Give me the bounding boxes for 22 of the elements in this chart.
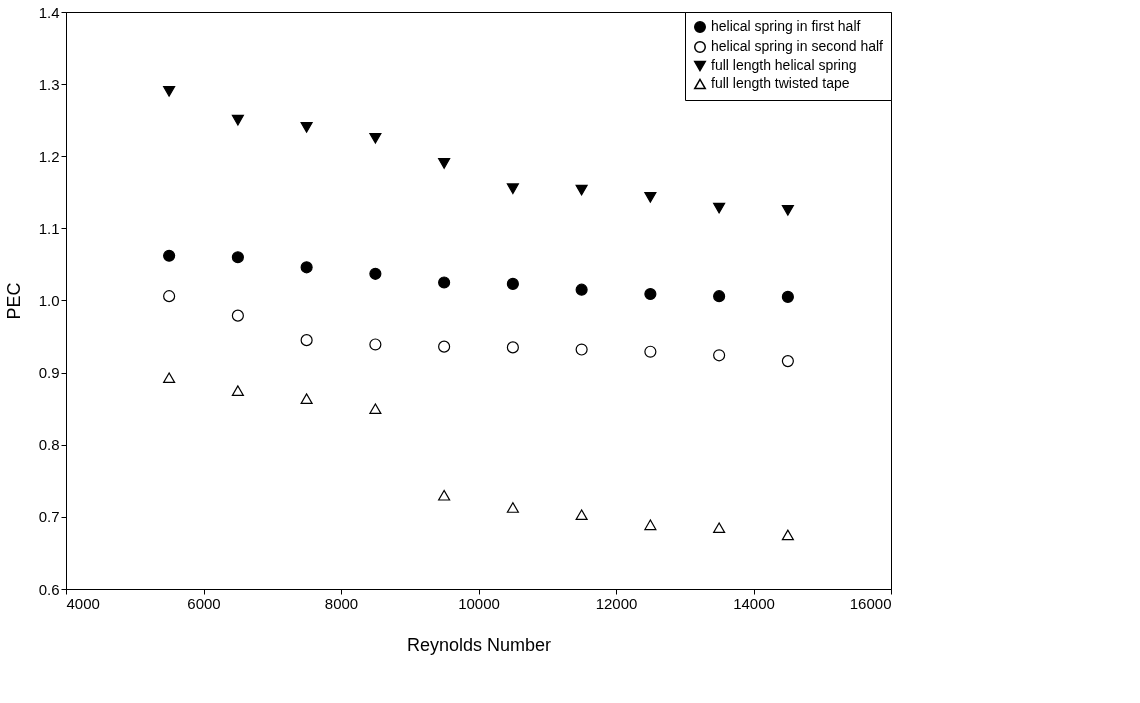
y-tick-label: 0.7	[38, 508, 60, 526]
x-tick-label: 16000	[849, 594, 892, 612]
y-tick-label: 0.8	[38, 436, 60, 454]
y-tick-label: 1.2	[38, 147, 60, 165]
legend-label: full length twisted tape	[711, 75, 850, 91]
y-tick-label: 0.6	[38, 580, 60, 598]
y-tick-label: 1.4	[38, 3, 60, 21]
y-axis-title: PEC	[3, 282, 24, 320]
x-tick-label: 6000	[187, 594, 221, 612]
legend-label: full length helical spring	[711, 57, 857, 73]
y-tick-label: 0.9	[38, 364, 60, 382]
y-tick-label: 1.0	[38, 292, 60, 309]
x-tick-label: 4000	[66, 594, 100, 612]
y-tick-label: 1.1	[38, 219, 60, 237]
x-tick-label: 10000	[458, 594, 500, 612]
x-axis-title: Reynolds Number	[406, 634, 552, 655]
legend-label: helical spring in second half	[711, 38, 884, 54]
x-tick-label: 8000	[324, 594, 359, 612]
x-tick-label: 14000	[733, 594, 775, 612]
y-tick-label: 1.3	[38, 75, 60, 93]
legend-label: helical spring in first half	[711, 18, 861, 34]
x-tick-label: 12000	[595, 594, 638, 612]
